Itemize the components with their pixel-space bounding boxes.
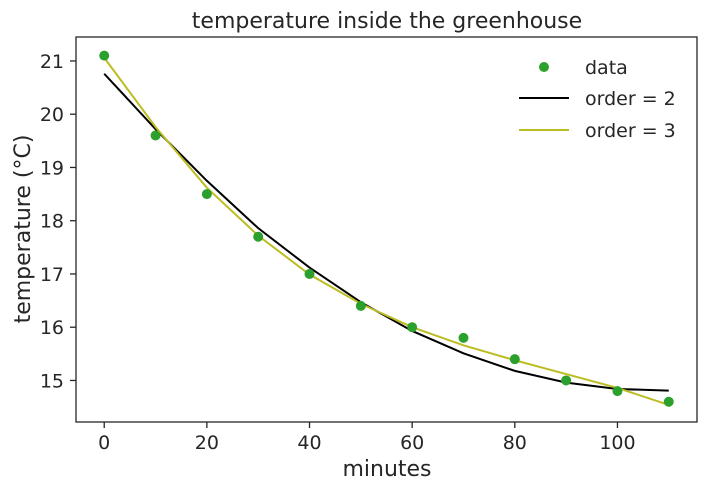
data-point bbox=[458, 332, 469, 343]
x-tick-label: 80 bbox=[503, 432, 527, 454]
data-point bbox=[201, 189, 212, 200]
y-axis-label: temperature (°C) bbox=[11, 135, 36, 324]
y-tick-label: 19 bbox=[40, 157, 64, 179]
y-tick-label: 15 bbox=[40, 370, 64, 392]
x-tick-label: 20 bbox=[195, 432, 219, 454]
y-tick-label: 18 bbox=[40, 211, 64, 233]
x-tick-label: 0 bbox=[98, 432, 110, 454]
data-point bbox=[407, 322, 418, 333]
y-tick-label: 21 bbox=[40, 51, 64, 73]
y-tick-label: 20 bbox=[40, 104, 64, 126]
legend-marker-data bbox=[539, 62, 549, 72]
plot-frame bbox=[75, 36, 698, 423]
data-point bbox=[150, 130, 161, 141]
data-point bbox=[304, 268, 315, 279]
x-tick-label: 40 bbox=[297, 432, 321, 454]
legend-label: order = 3 bbox=[585, 120, 676, 142]
data-point bbox=[355, 300, 366, 311]
x-axis-ticks: 0 20 40 60 80 100 bbox=[98, 422, 636, 454]
legend-label: data bbox=[585, 57, 628, 79]
data-point bbox=[612, 386, 623, 397]
data-point bbox=[663, 396, 674, 407]
x-axis-label: minutes bbox=[342, 457, 431, 482]
plot-area bbox=[99, 50, 674, 407]
y-tick-label: 16 bbox=[40, 317, 64, 339]
data-point bbox=[99, 50, 110, 61]
data-point bbox=[561, 375, 572, 386]
y-axis-ticks: 15 16 17 18 19 20 21 bbox=[40, 51, 76, 392]
x-tick-label: 100 bbox=[599, 432, 635, 454]
x-tick-label: 60 bbox=[400, 432, 424, 454]
data-point bbox=[253, 231, 264, 242]
chart-title: temperature inside the greenhouse bbox=[192, 9, 582, 34]
data-point bbox=[509, 354, 520, 365]
legend: data order = 2 order = 3 bbox=[519, 57, 676, 142]
y-tick-label: 17 bbox=[40, 264, 64, 286]
series-line-order-3 bbox=[103, 57, 670, 406]
legend-label: order = 2 bbox=[585, 88, 676, 110]
